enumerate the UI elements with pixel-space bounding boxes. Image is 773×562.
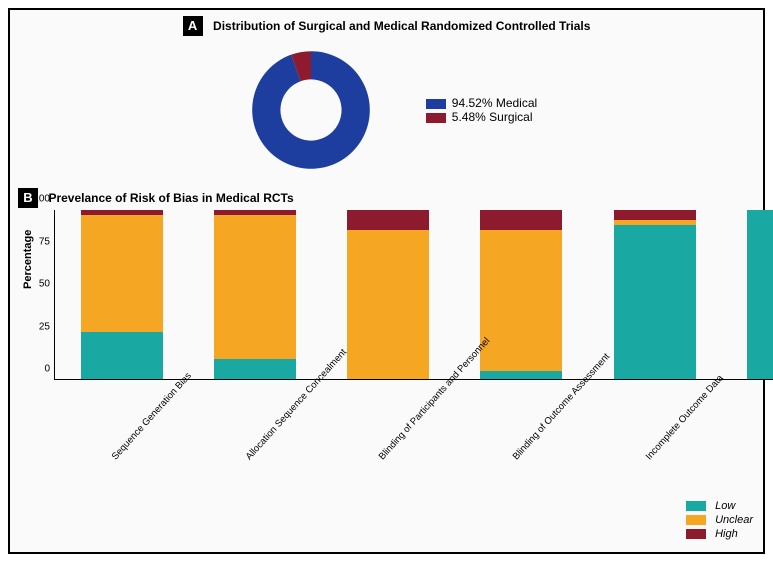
donut-legend-item: 5.48% Surgical xyxy=(426,110,537,124)
ytick: 25 xyxy=(24,321,50,332)
bar-segment-unclear xyxy=(347,230,429,379)
donut-chart xyxy=(236,40,386,180)
bar-column xyxy=(70,210,173,379)
panel-b-chart: Percentage 0255075100 xyxy=(54,210,773,380)
panel-a: A Distribution of Surgical and Medical R… xyxy=(18,16,755,180)
panel-b: B Prevelance of Risk of Bias in Medical … xyxy=(18,188,773,500)
ytick: 50 xyxy=(24,279,50,290)
donut-legend: 94.52% Medical5.48% Surgical xyxy=(426,96,537,124)
panel-a-title: Distribution of Surgical and Medical Ran… xyxy=(213,19,590,33)
bar-column xyxy=(603,210,706,379)
ytick: 0 xyxy=(24,364,50,375)
panel-a-header: A Distribution of Surgical and Medical R… xyxy=(18,16,755,36)
panel-a-label: A xyxy=(183,16,203,36)
panels-bc-row: B Prevelance of Risk of Bias in Medical … xyxy=(18,188,755,500)
bar-segment-low xyxy=(614,225,696,379)
bias-legend: Low Unclear High xyxy=(686,498,753,542)
bar-segment-low xyxy=(480,371,562,379)
bar-segment-high xyxy=(614,210,696,220)
bar-column xyxy=(737,210,773,379)
donut-legend-item: 94.52% Medical xyxy=(426,96,537,110)
x-category-label: Incomplete Outcome Data xyxy=(637,386,714,470)
bar-segment-unclear xyxy=(480,230,562,370)
bar-segment-low xyxy=(214,359,296,379)
bar-segment-high xyxy=(347,210,429,230)
bar-column xyxy=(337,210,440,379)
bar-column xyxy=(204,210,307,379)
bar-segment-unclear xyxy=(81,215,163,332)
x-category-label: Sequence Generation Bias xyxy=(103,386,180,470)
panel-b-title: Prevelance of Risk of Bias in Medical RC… xyxy=(48,191,293,205)
x-category-label: Blinding of Outcome Assessment xyxy=(504,386,581,470)
ytick: 100 xyxy=(24,194,50,205)
bar-segment-unclear xyxy=(214,215,296,359)
bar-segment-low xyxy=(81,332,163,379)
figure-frame: A Distribution of Surgical and Medical R… xyxy=(8,8,765,554)
bar-segment-high xyxy=(480,210,562,230)
x-category-label: Blinding of Participants and Personnel xyxy=(370,386,447,470)
ytick: 75 xyxy=(24,236,50,247)
bias-legend-item: Low xyxy=(686,500,753,512)
x-category-label: Allocation Sequence Concealment xyxy=(237,386,314,470)
bias-legend-item: High xyxy=(686,528,753,540)
bias-legend-item: Unclear xyxy=(686,514,753,526)
bar-column xyxy=(470,210,573,379)
bar-segment-low xyxy=(747,210,773,379)
